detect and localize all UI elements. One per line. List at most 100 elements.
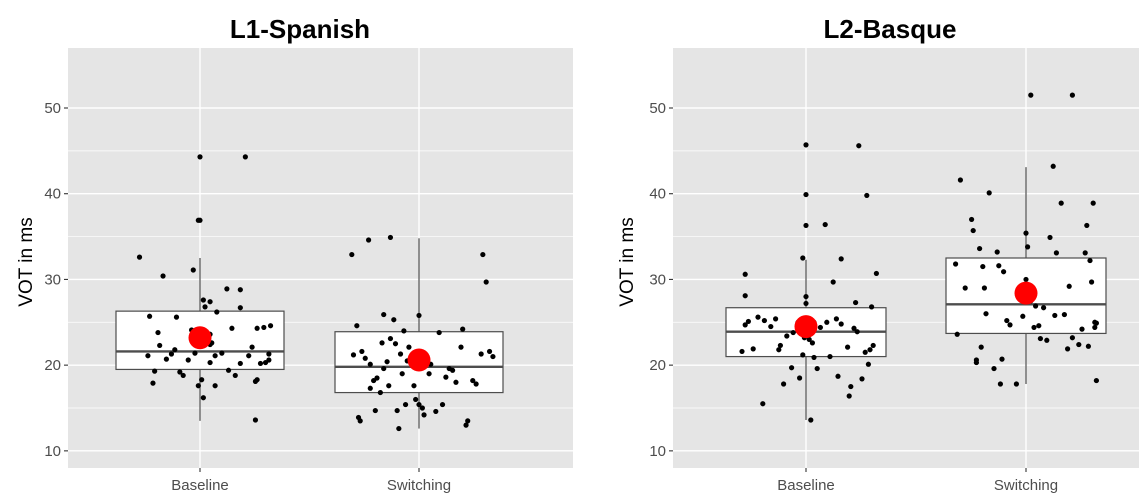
- data-point: [458, 344, 464, 350]
- data-point: [416, 401, 422, 408]
- y-axis-ticks: 10 20 30 40 50: [44, 100, 68, 460]
- data-point: [742, 271, 748, 277]
- data-point: [1093, 377, 1099, 384]
- data-point: [1033, 303, 1039, 309]
- y-axis-label: VOT in ms: [617, 217, 638, 306]
- data-point: [977, 245, 983, 252]
- mean-markers: [794, 281, 1038, 339]
- data-point: [200, 297, 206, 303]
- data-point: [483, 279, 489, 285]
- y-tick-label: 40: [44, 186, 61, 203]
- data-point: [994, 249, 1000, 255]
- data-point: [809, 340, 816, 346]
- data-point: [986, 190, 992, 196]
- data-point: [824, 319, 830, 325]
- data-point: [803, 142, 809, 148]
- data-point: [1025, 244, 1031, 250]
- data-point: [742, 322, 748, 328]
- data-point: [870, 342, 876, 349]
- data-point: [997, 381, 1004, 387]
- y-tick-label: 10: [44, 443, 61, 460]
- data-point: [833, 316, 840, 322]
- data-point: [1084, 222, 1090, 229]
- x-tick-label: Baseline: [777, 477, 835, 494]
- data-point: [387, 234, 394, 241]
- data-point: [372, 407, 378, 414]
- data-point: [953, 261, 959, 267]
- data-point: [1093, 320, 1099, 326]
- data-point: [362, 355, 368, 361]
- data-point: [192, 350, 198, 356]
- data-point: [999, 356, 1005, 362]
- mean-marker: [794, 315, 818, 339]
- data-point: [421, 412, 427, 418]
- data-point: [257, 360, 264, 367]
- data-point: [784, 333, 790, 339]
- data-point: [814, 365, 820, 372]
- y-axis-ticks: 10 20 30 40 50: [649, 100, 673, 460]
- data-point: [450, 367, 456, 373]
- data-point: [359, 348, 365, 355]
- data-point: [225, 367, 232, 373]
- data-point: [237, 360, 243, 367]
- data-point: [980, 263, 986, 270]
- data-point: [394, 407, 400, 414]
- chart-title: L2-Basque: [824, 14, 957, 44]
- data-point: [180, 372, 186, 379]
- data-point: [1087, 257, 1093, 264]
- data-point: [387, 335, 394, 342]
- data-point: [212, 383, 218, 389]
- data-point: [1036, 323, 1042, 329]
- data-point: [168, 351, 175, 357]
- y-tick-label: 40: [649, 186, 666, 203]
- data-point: [969, 216, 975, 223]
- data-point: [185, 357, 191, 363]
- data-point: [354, 323, 360, 329]
- data-point: [214, 309, 220, 315]
- data-point: [962, 285, 968, 291]
- data-point: [742, 293, 748, 299]
- data-point: [822, 221, 828, 228]
- y-tick-label: 30: [649, 271, 666, 288]
- data-point: [803, 222, 809, 229]
- data-point: [846, 393, 852, 399]
- data-point: [750, 346, 756, 352]
- data-point: [232, 372, 238, 379]
- data-point: [803, 191, 809, 198]
- data-point: [848, 383, 854, 390]
- data-point: [150, 380, 156, 386]
- data-points: [136, 154, 496, 432]
- data-point: [478, 351, 484, 357]
- data-point: [1076, 341, 1082, 348]
- data-point: [465, 418, 471, 424]
- x-axis-ticks: Baseline Switching: [777, 468, 1058, 494]
- data-point: [473, 381, 479, 387]
- data-point: [1037, 335, 1043, 342]
- data-point: [212, 353, 218, 359]
- data-point: [386, 383, 392, 389]
- data-point: [811, 354, 817, 361]
- data-point: [973, 359, 980, 366]
- data-point: [873, 270, 880, 277]
- data-point: [470, 377, 476, 384]
- data-point: [991, 365, 997, 372]
- data-point: [433, 408, 439, 415]
- data-point: [845, 344, 851, 350]
- data-point: [760, 401, 766, 407]
- data-point: [806, 336, 812, 343]
- data-point: [773, 316, 779, 322]
- data-point: [835, 373, 841, 379]
- data-point: [957, 177, 964, 183]
- data-point: [1023, 230, 1029, 236]
- data-point: [739, 348, 745, 355]
- data-point: [229, 325, 235, 331]
- y-tick-label: 50: [44, 100, 61, 117]
- data-point: [1001, 269, 1007, 275]
- data-point: [1085, 343, 1091, 349]
- data-point: [419, 405, 425, 411]
- y-tick-label: 50: [649, 100, 666, 117]
- data-point: [1079, 326, 1085, 332]
- chart-title: L1-Spanish: [230, 14, 370, 44]
- panel-l2-basque: L2-Basque VOT in ms 10 20 30 40 50 Baseline S…: [617, 14, 1139, 494]
